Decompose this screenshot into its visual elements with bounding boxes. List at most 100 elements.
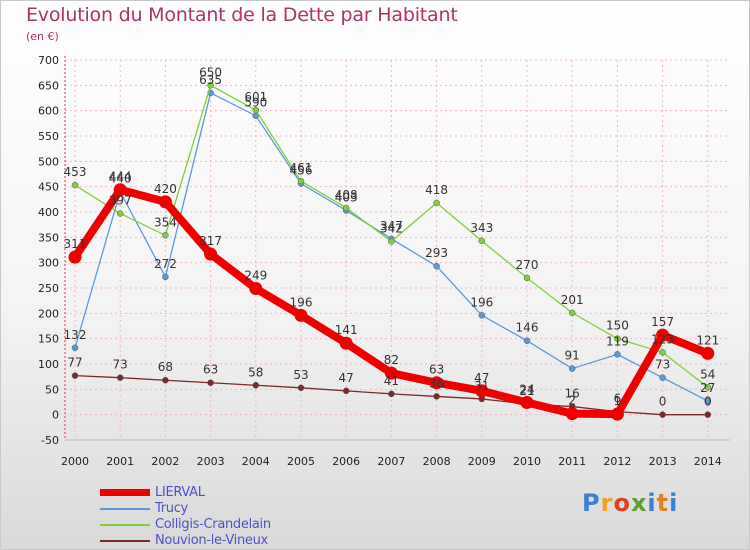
y-tick-label: -50 xyxy=(41,434,59,447)
x-tick-label: 2010 xyxy=(513,455,541,468)
data-point-nouvion-le-vineux xyxy=(116,374,124,381)
data-point-colligis-crandelain xyxy=(297,177,305,185)
axes: -500501001502002503003504004505005506006… xyxy=(38,54,730,468)
data-label-lierval: 24 xyxy=(519,383,534,397)
data-point-colligis-crandelain xyxy=(523,274,531,282)
data-point-colligis-crandelain xyxy=(71,181,79,189)
x-tick-label: 2009 xyxy=(468,455,496,468)
data-label-trucy: 119 xyxy=(606,334,629,348)
data-label-colligis-crandelain: 408 xyxy=(335,188,358,202)
data-point-lierval xyxy=(384,366,398,380)
data-label-lierval: 444 xyxy=(109,170,132,184)
series xyxy=(68,82,715,421)
data-label-colligis-crandelain: 601 xyxy=(244,90,267,104)
data-label-trucy: 403 xyxy=(335,190,358,204)
x-tick-label: 2013 xyxy=(649,455,677,468)
data-label-trucy: 132 xyxy=(64,328,87,342)
legend-swatch-colligis xyxy=(100,524,150,526)
x-tick-label: 2004 xyxy=(242,455,270,468)
y-tick-label: 550 xyxy=(38,130,59,143)
y-tick-label: 250 xyxy=(38,282,59,295)
data-point-lierval xyxy=(430,376,444,390)
y-tick-label: 500 xyxy=(38,155,59,168)
data-point-lierval xyxy=(68,250,82,264)
y-tick-label: 100 xyxy=(38,358,59,371)
data-label-colligis-crandelain: 453 xyxy=(64,165,87,179)
y-tick-label: 200 xyxy=(38,307,59,320)
data-label-colligis-crandelain: 270 xyxy=(516,258,539,272)
y-tick-label: 650 xyxy=(38,79,59,92)
data-point-trucy xyxy=(659,374,666,381)
data-label-colligis-crandelain: 354 xyxy=(154,215,177,229)
y-tick-label: 300 xyxy=(38,257,59,270)
data-label-lierval: 47 xyxy=(474,371,489,385)
data-label-nouvion-le-vineux: 31 xyxy=(474,379,489,393)
data-point-colligis-crandelain xyxy=(568,309,576,317)
x-tick-label: 2007 xyxy=(377,455,405,468)
data-point-colligis-crandelain xyxy=(659,349,666,356)
data-point-colligis-crandelain xyxy=(614,335,621,342)
data-point-nouvion-le-vineux xyxy=(207,379,214,386)
data-label-lierval: 121 xyxy=(696,333,719,347)
data-point-nouvion-le-vineux xyxy=(433,393,440,400)
data-point-colligis-crandelain xyxy=(162,232,169,239)
data-point-lierval xyxy=(520,396,534,410)
data-label-lierval: 317 xyxy=(199,234,222,248)
data-point-lierval xyxy=(475,384,489,398)
data-label-nouvion-le-vineux: 58 xyxy=(248,365,263,379)
data-label-colligis-crandelain: 397 xyxy=(109,194,132,208)
data-label-lierval: 249 xyxy=(244,269,267,283)
data-point-lierval xyxy=(204,247,218,261)
x-tick-label: 2003 xyxy=(197,455,225,468)
data-label-colligis-crandelain: 54 xyxy=(700,367,715,381)
data-point-nouvion-le-vineux xyxy=(71,372,79,379)
data-label-nouvion-le-vineux: 21 xyxy=(519,384,534,398)
data-label-colligis-crandelain: 123 xyxy=(651,332,674,346)
y-tick-label: 700 xyxy=(38,54,59,67)
data-point-lierval xyxy=(249,282,263,296)
proxiti-logo[interactable]: Proxiti xyxy=(582,489,679,517)
data-label-nouvion-le-vineux: 47 xyxy=(339,371,354,385)
data-label-trucy: 456 xyxy=(290,164,313,178)
data-label-colligis-crandelain: 343 xyxy=(470,221,493,235)
data-label-nouvion-le-vineux: 41 xyxy=(384,374,399,388)
x-tick-label: 2008 xyxy=(423,455,451,468)
data-label-lierval: 420 xyxy=(154,182,177,196)
data-label-trucy: 27 xyxy=(700,381,715,395)
data-label-lierval: 82 xyxy=(384,353,399,367)
data-point-trucy xyxy=(614,351,621,358)
data-label-lierval: 1 xyxy=(614,394,622,408)
data-label-nouvion-le-vineux: 77 xyxy=(67,356,82,370)
data-point-lierval xyxy=(610,407,624,421)
legend-label-nouvion: Nouvion-le-Vineux xyxy=(155,533,268,548)
data-point-colligis-crandelain xyxy=(116,210,124,217)
data-point-lierval xyxy=(158,195,172,209)
data-point-nouvion-le-vineux xyxy=(659,411,666,418)
data-point-nouvion-le-vineux xyxy=(388,390,395,398)
data-point-trucy xyxy=(71,344,79,352)
data-point-trucy xyxy=(478,312,486,319)
y-tick-label: 0 xyxy=(52,409,59,422)
data-label-colligis-crandelain: 201 xyxy=(561,293,584,307)
data-point-nouvion-le-vineux xyxy=(162,376,169,384)
data-label-lierval: 2 xyxy=(568,394,576,408)
data-label-lierval: 141 xyxy=(335,323,358,337)
data-label-trucy: 293 xyxy=(425,246,448,260)
data-label-nouvion-le-vineux: 68 xyxy=(158,360,173,374)
y-tick-label: 350 xyxy=(38,231,59,244)
x-tick-label: 2012 xyxy=(603,455,631,468)
data-label-colligis-crandelain: 461 xyxy=(290,161,313,175)
chart-title: Evolution du Montant de la Dette par Hab… xyxy=(26,4,458,26)
legend-swatch-nouvion xyxy=(100,540,150,542)
data-point-trucy xyxy=(704,397,712,405)
data-point-colligis-crandelain xyxy=(207,82,214,89)
data-point-colligis-crandelain xyxy=(478,237,486,245)
legend-swatch-lierval xyxy=(100,489,150,496)
x-tick-label: 2002 xyxy=(151,455,179,468)
data-label-lierval: 63 xyxy=(429,363,444,377)
data-label-colligis-crandelain: 342 xyxy=(380,221,403,235)
data-point-lierval xyxy=(565,407,579,421)
data-label-trucy: 73 xyxy=(655,358,670,372)
data-point-lierval xyxy=(113,183,127,197)
